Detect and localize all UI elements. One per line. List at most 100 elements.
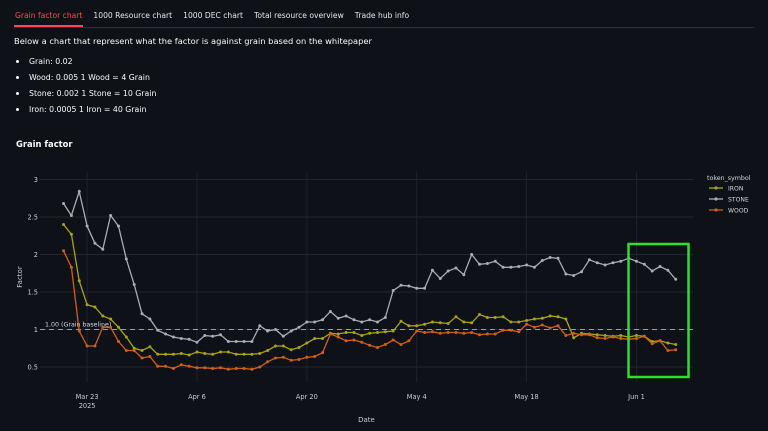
data-point-stone <box>234 340 238 343</box>
legend-marker-iron <box>714 186 718 190</box>
data-point-wood <box>666 349 670 352</box>
data-point-wood <box>140 356 144 360</box>
data-point-wood <box>399 343 403 346</box>
data-point-wood <box>430 330 434 334</box>
tab-bar: Grain factor chart 1000 Resource chart 1… <box>14 0 754 28</box>
legend-title: token_symbol <box>707 175 751 182</box>
data-point-stone <box>430 268 434 272</box>
data-point-stone <box>642 262 646 266</box>
data-point-stone <box>187 337 191 341</box>
data-point-wood <box>242 367 246 370</box>
data-point-wood <box>116 340 120 343</box>
data-point-wood <box>532 325 536 329</box>
data-point-wood <box>336 335 340 339</box>
data-point-wood <box>485 332 489 336</box>
data-point-wood <box>164 364 168 368</box>
tab-total-resource-overview[interactable]: Total resource overview <box>253 11 344 20</box>
data-point-iron <box>258 352 262 355</box>
data-point-wood <box>328 332 332 336</box>
data-point-stone <box>219 333 223 337</box>
data-point-wood <box>509 328 513 332</box>
data-point-iron <box>344 331 348 334</box>
data-point-wood <box>470 331 474 334</box>
data-point-stone <box>266 329 270 333</box>
data-point-iron <box>525 319 529 322</box>
data-point-wood <box>595 336 599 340</box>
data-point-iron <box>250 352 254 356</box>
data-point-iron <box>171 352 175 356</box>
data-point-iron <box>273 344 277 348</box>
data-point-iron <box>77 279 81 283</box>
data-point-iron <box>109 317 113 321</box>
data-point-wood <box>93 344 97 348</box>
x-tick-sublabel: 2025 <box>79 402 96 410</box>
data-point-stone <box>462 273 466 277</box>
data-point-stone <box>383 316 387 319</box>
data-point-stone <box>164 332 168 336</box>
data-point-iron <box>132 346 136 350</box>
data-point-iron <box>556 315 560 319</box>
tab-trade-hub-info[interactable]: Trade hub info <box>354 11 410 20</box>
data-point-wood <box>454 331 458 334</box>
data-point-stone <box>556 256 560 260</box>
data-point-stone <box>313 320 317 324</box>
tab-1000-resource-chart[interactable]: 1000 Resource chart <box>93 11 173 20</box>
data-point-wood <box>438 331 442 335</box>
data-point-stone <box>674 277 678 281</box>
legend-marker-wood <box>714 208 718 212</box>
data-point-wood <box>132 349 136 352</box>
data-point-stone <box>195 340 199 344</box>
data-point-iron <box>634 334 638 337</box>
data-point-iron <box>423 322 427 326</box>
data-point-wood <box>462 331 466 335</box>
data-point-stone <box>454 266 458 270</box>
data-point-stone <box>336 316 340 320</box>
data-point-wood <box>611 335 615 339</box>
data-point-wood <box>603 337 607 340</box>
data-point-stone <box>273 328 277 331</box>
data-point-wood <box>281 355 285 359</box>
data-point-iron <box>140 349 144 352</box>
x-tick-label: Apr 20 <box>296 393 318 401</box>
data-point-stone <box>328 310 332 313</box>
data-point-wood <box>540 323 544 327</box>
data-point-iron <box>399 319 403 323</box>
data-point-stone <box>297 325 301 329</box>
data-point-wood <box>517 330 521 334</box>
data-point-stone <box>250 340 254 343</box>
data-point-stone <box>148 317 152 321</box>
data-point-stone <box>407 284 411 288</box>
data-point-iron <box>470 321 474 325</box>
data-point-iron <box>85 303 89 307</box>
data-point-stone <box>391 289 395 292</box>
data-point-stone <box>242 340 246 343</box>
data-point-iron <box>211 352 215 356</box>
data-point-iron <box>281 344 285 348</box>
data-point-iron <box>266 349 270 352</box>
data-point-stone <box>226 340 230 343</box>
data-point-iron <box>101 314 105 318</box>
data-point-stone <box>517 265 521 268</box>
data-point-iron <box>501 315 505 319</box>
data-point-iron <box>666 341 670 345</box>
highlight-box <box>627 242 690 379</box>
data-point-wood <box>352 338 356 342</box>
data-point-wood <box>525 322 529 326</box>
data-point-iron <box>572 336 576 340</box>
data-point-iron <box>454 315 458 319</box>
tab-1000-dec-chart[interactable]: 1000 DEC chart <box>183 11 243 20</box>
data-point-wood <box>156 364 160 368</box>
data-point-stone <box>650 269 654 273</box>
tab-grain-factor-chart[interactable]: Grain factor chart <box>14 11 84 27</box>
data-point-wood <box>658 339 662 343</box>
data-point-wood <box>148 355 152 358</box>
data-point-iron <box>242 352 246 356</box>
data-point-stone <box>289 329 293 333</box>
data-point-stone <box>532 265 536 269</box>
data-point-stone <box>69 214 73 217</box>
data-point-iron <box>493 316 497 319</box>
data-point-stone <box>305 320 309 324</box>
data-point-wood <box>171 367 175 370</box>
data-point-stone <box>509 265 513 269</box>
